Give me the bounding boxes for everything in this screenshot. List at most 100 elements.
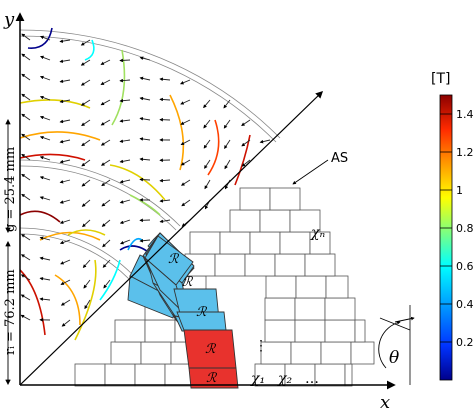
iron-block bbox=[289, 209, 321, 233]
field-arrow bbox=[81, 199, 91, 207]
field-arrow bbox=[101, 199, 111, 207]
field-arrow bbox=[241, 119, 251, 127]
field-arrow bbox=[80, 39, 91, 46]
iron-block bbox=[114, 319, 146, 343]
field-arrow bbox=[59, 239, 71, 245]
theta-arc bbox=[378, 320, 401, 369]
field-arrow bbox=[119, 119, 131, 123]
field-arrow bbox=[80, 59, 91, 66]
iron-block bbox=[74, 363, 106, 387]
field-arrow bbox=[100, 159, 111, 166]
colorbar-tick-label: 0.6 bbox=[456, 260, 474, 273]
colorbar-tick-label: 0.4 bbox=[456, 298, 474, 311]
field-arrow bbox=[59, 219, 71, 224]
field-arrow bbox=[100, 79, 111, 85]
colorbar-tick-label: 0.8 bbox=[456, 222, 474, 235]
field-arrow bbox=[224, 159, 231, 170]
colorbar-tick-label: 1.4 bbox=[456, 108, 474, 121]
field-arrow bbox=[223, 119, 231, 129]
as-pointer bbox=[292, 159, 329, 185]
field-arrow bbox=[241, 139, 251, 147]
field-arrow bbox=[119, 98, 131, 103]
iron-block bbox=[274, 253, 306, 277]
field-arrow bbox=[39, 115, 51, 121]
field-arrow bbox=[100, 99, 111, 106]
iron-block bbox=[354, 319, 366, 343]
iron-block bbox=[344, 363, 353, 387]
theta-label: θ bbox=[389, 348, 399, 368]
field-arrow bbox=[119, 58, 131, 63]
field-arrow bbox=[139, 96, 151, 101]
iron-block bbox=[140, 341, 172, 365]
iron-block bbox=[350, 341, 375, 365]
field-arrow bbox=[102, 239, 111, 248]
iron-block bbox=[314, 363, 346, 387]
field-arrow bbox=[119, 179, 131, 184]
iron-block bbox=[110, 341, 142, 365]
field-arrow bbox=[59, 39, 71, 43]
field-arrow bbox=[21, 33, 31, 41]
field-arrow bbox=[81, 179, 91, 187]
magnet-labels: ℛ ℛ ℛ ℛ ℛ bbox=[168, 252, 218, 386]
colorbar-tick-label: 1 bbox=[456, 184, 463, 197]
chi-1-label: χ₁ bbox=[250, 371, 265, 387]
chi-2-label: χ₂ bbox=[277, 371, 292, 387]
field-arrow bbox=[39, 95, 51, 101]
chi-n-label: χₙ bbox=[310, 225, 325, 241]
field-arrow bbox=[241, 159, 251, 167]
colorbar-ticks: 1.4 1.2 1 0.8 0.6 0.4 0.2 bbox=[440, 108, 474, 349]
field-arrow bbox=[21, 153, 31, 161]
field-arrow bbox=[139, 177, 151, 182]
field-arrow bbox=[20, 314, 31, 321]
chi-ellipsis: … bbox=[305, 371, 319, 387]
x-axis-label: x bbox=[380, 392, 390, 413]
magnet-label: ℛ bbox=[196, 305, 208, 320]
symmetry-diagonal bbox=[19, 90, 324, 386]
field-arrow bbox=[203, 119, 211, 129]
iron-block bbox=[294, 319, 326, 343]
field-arrow bbox=[60, 259, 71, 265]
field-arrow bbox=[20, 274, 31, 281]
field-arrow bbox=[180, 119, 191, 125]
field-arrow bbox=[180, 79, 191, 85]
field-arrow bbox=[81, 119, 91, 127]
field-arrow bbox=[39, 75, 51, 81]
field-arrow bbox=[119, 159, 131, 164]
field-arrow bbox=[119, 78, 131, 83]
field-arrow bbox=[21, 53, 31, 61]
field-arrow bbox=[139, 76, 151, 81]
field-arrow bbox=[21, 234, 31, 241]
iron-block bbox=[219, 231, 251, 255]
magnet-label: ℛ bbox=[168, 252, 180, 267]
iron-block bbox=[324, 297, 356, 321]
field-arrow bbox=[159, 178, 171, 183]
iron-block bbox=[229, 209, 261, 233]
colorbar-tick-label: 0.2 bbox=[456, 336, 474, 349]
field-arrow bbox=[181, 199, 191, 207]
field-arrow bbox=[203, 139, 211, 149]
iron-block bbox=[189, 231, 221, 255]
field-arrow bbox=[100, 139, 111, 146]
field-arrow bbox=[21, 193, 31, 201]
field-arrow bbox=[60, 279, 71, 285]
field-arrow bbox=[21, 173, 31, 181]
field-arrow bbox=[139, 238, 151, 243]
field-arrow bbox=[259, 139, 271, 144]
field-arrow bbox=[59, 59, 71, 63]
field-arrow bbox=[204, 159, 211, 169]
field-arrow bbox=[180, 139, 191, 146]
field-arrow bbox=[40, 55, 51, 61]
field-arrow bbox=[80, 79, 91, 86]
field-arrow bbox=[21, 73, 31, 81]
field-arrow bbox=[20, 294, 31, 301]
field-arrow bbox=[139, 157, 151, 162]
field-arrow bbox=[84, 299, 91, 310]
field-arrow bbox=[102, 259, 111, 268]
field-arrow bbox=[59, 119, 71, 124]
field-arrow bbox=[119, 219, 131, 224]
field-arrow bbox=[21, 113, 31, 121]
field-arrow bbox=[39, 196, 51, 201]
field-arrow bbox=[39, 156, 51, 161]
field-arrow bbox=[59, 99, 71, 104]
